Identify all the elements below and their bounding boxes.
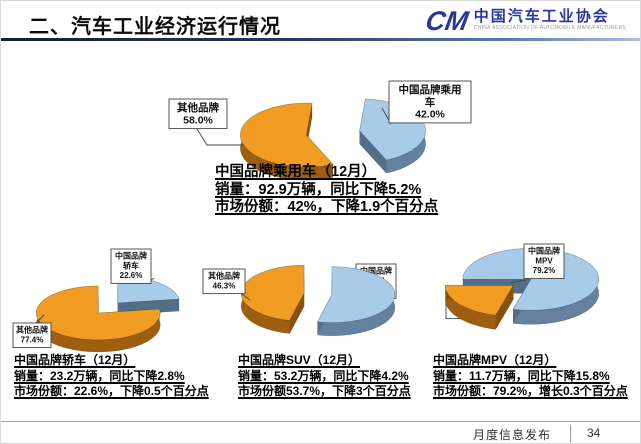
org-name-cn: 中国汽车工业协会	[473, 8, 610, 25]
slice-label: 79.2%	[533, 266, 556, 275]
slice-label: 77.4%	[21, 335, 44, 344]
callout-box	[110, 248, 152, 284]
summary-line: 市场份额：79.2%，增长0.3个百分点	[433, 384, 628, 398]
footer: 月度信息发布 34	[1, 425, 640, 443]
summary-line: 市场份额53.7%，下降3个百分点	[238, 384, 411, 398]
page-number: 34	[587, 426, 601, 440]
slice-label: 中国品牌	[360, 266, 392, 276]
slice-label: 轿车	[123, 260, 139, 270]
suv-share-slice-other	[240, 265, 305, 334]
passenger-share-slice-other	[240, 102, 334, 181]
summary-line: 市场份额：22.6%，下降0.5个百分点	[14, 384, 209, 398]
slice-label: 中国品牌	[528, 246, 560, 256]
mpv-summary: 中国品牌MPV（12月） 销量：11.7万辆，同比下降15.8% 市场份额：79.2…	[433, 353, 628, 400]
mpv-share-slice-china	[462, 248, 600, 325]
callout-box	[523, 243, 565, 279]
sedan-summary: 中国品牌轿车（12月） 销量：23.2万辆，同比下降2.8% 市场份额：22.6%，…	[14, 353, 209, 400]
page-title: 二、汽车工业经济运行情况	[29, 16, 281, 38]
passenger-summary: 中国品牌乘用车（12月） 销量：92.9万辆，同比下降5.2% 市场份额：42%，下…	[215, 164, 438, 217]
org-name-en: CHINA ASSOCIATION OF AUTOMOBILE MANUFACT…	[473, 25, 626, 31]
slice-label: MPV	[535, 256, 553, 265]
summary-line: 中国品牌SUV（12月）	[238, 353, 361, 367]
slice-label: 42.0%	[415, 109, 445, 121]
callout-box	[168, 98, 228, 130]
slice-label: 中国品牌乘用	[399, 83, 462, 96]
org-logo: CM 中国汽车工业协会 CHINA ASSOCIATION OF AUTOMOB…	[423, 6, 626, 36]
slice-label: 车	[425, 95, 436, 108]
callout-box	[202, 268, 246, 295]
org-logo-mark-icon: CM	[423, 6, 471, 36]
slice-label: 其他品牌	[177, 101, 219, 114]
summary-line: 销量：11.7万辆，同比下降15.8%	[433, 368, 610, 383]
header-rule	[1, 38, 640, 41]
footer-label: 月度信息发布	[473, 428, 552, 442]
summary-line: 中国品牌乘用车（12月）	[215, 164, 377, 180]
slice-label: 其他品牌	[208, 271, 240, 281]
summary-line: 销量：23.2万辆，同比下降2.8%	[14, 368, 185, 383]
summary-line: 市场份额：42%，下降1.9个百分点	[215, 199, 439, 215]
summary-line: 中国品牌MPV（12月）	[433, 353, 557, 367]
sedan-share-slice-other	[35, 285, 161, 353]
slice-label: 22.6%	[120, 271, 143, 280]
suv-share-slice-china	[316, 266, 396, 336]
slice-label: 58.0%	[183, 114, 213, 126]
footer-divider	[570, 425, 571, 442]
summary-line: 中国品牌轿车（12月）	[14, 353, 136, 367]
summary-line: 销量：53.2万辆，同比下降4.2%	[238, 368, 409, 383]
slice-label: 其他品牌	[16, 325, 48, 335]
summary-line: 销量：92.9万辆，同比下降5.2%	[215, 181, 422, 198]
callout-box	[12, 322, 52, 349]
suv-summary: 中国品牌SUV（12月） 销量：53.2万辆，同比下降4.2% 市场份额53.7%，…	[238, 353, 411, 400]
mpv-share-slice-other	[445, 285, 514, 330]
slice-label: 46.3%	[213, 281, 236, 290]
org-logo-text: 中国汽车工业协会 CHINA ASSOCIATION OF AUTOMOBILE…	[474, 8, 626, 31]
slice-label: 中国品牌	[115, 251, 147, 261]
footer-rule	[1, 421, 640, 422]
callout-box	[388, 80, 472, 124]
